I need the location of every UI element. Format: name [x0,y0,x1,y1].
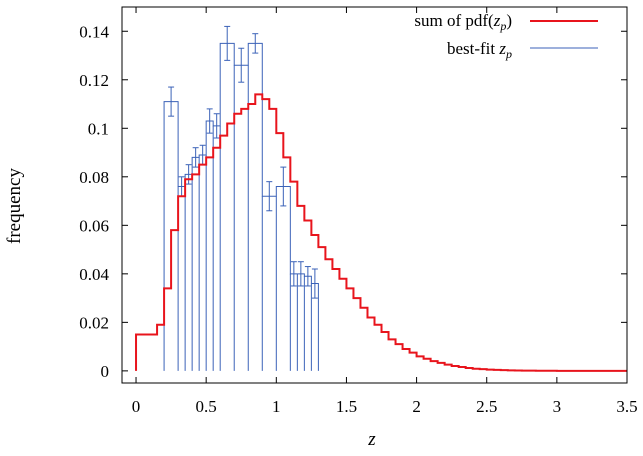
best-fit-error-bar [238,47,245,83]
x-tick-label: 0.5 [196,397,217,416]
y-tick-label: 0.08 [79,168,109,187]
y-tick-label: 0.1 [88,119,109,138]
legend-label-pdf-sum: sum of pdf(zp) [414,11,512,33]
best-fit-error-bar [297,261,304,287]
best-fit-error-bar [224,25,231,61]
y-tick-label: 0.02 [79,313,109,332]
legend: sum of pdf(zp) best-fit zp [414,11,598,61]
axis-ticks [122,7,628,383]
best-fit-error-bar [206,108,213,134]
best-fit-error-bar [252,33,259,54]
x-tick-label: 1 [272,397,281,416]
best-fit-error-bar [168,86,175,117]
best-fit-error-bar [290,261,297,287]
x-tick-label: 0 [132,397,141,416]
y-tick-label: 0.12 [79,71,109,90]
plot-frame [121,6,628,384]
x-tick-label: 3 [553,397,562,416]
y-tick-label: 0.06 [79,216,109,235]
x-tick-label: 1.5 [336,397,357,416]
best-fit-error-bar [213,113,220,139]
y-tick-labels: 0 0.02 0.04 0.06 0.08 0.1 0.12 0.14 [79,22,109,381]
pdf-sum-step-path [135,93,627,372]
best-fit-error-bar [304,266,311,287]
y-axis-label: frequency [4,168,25,244]
best-fit-error-bar [192,147,199,168]
y-tick-label: 0.04 [79,265,109,284]
best-fit-error-bar [311,268,318,299]
best-fit-error-bar [280,166,287,207]
best-fit-histogram [163,25,319,371]
y-tick-label: 0.14 [79,22,109,41]
best-fit-error-bar [185,164,192,185]
x-tick-labels: 0 0.5 1 1.5 2 2.5 3 3.5 [132,397,638,416]
legend-label-best-fit: best-fit zp [447,39,512,61]
y-tick-label: 0 [101,362,110,381]
best-fit-error-bar [266,181,273,212]
x-tick-label: 2.5 [476,397,497,416]
x-tick-label: 2 [412,397,421,416]
x-axis-label: z [367,429,376,450]
pdf-sum-step-line [135,93,627,372]
best-fit-histogram-outline [163,42,319,371]
x-tick-label: 3.5 [616,397,637,416]
